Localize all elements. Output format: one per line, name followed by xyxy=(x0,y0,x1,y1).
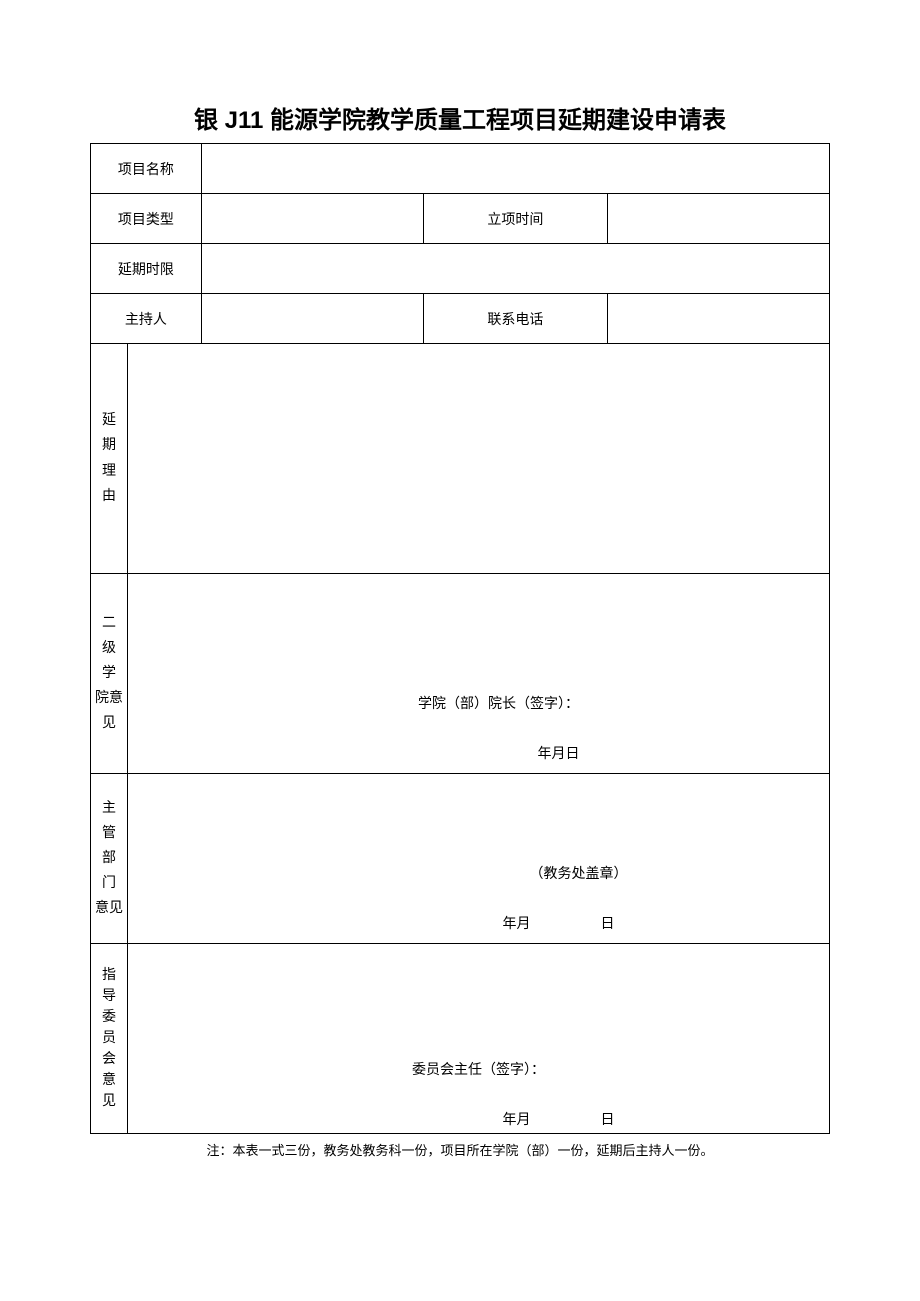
vchar: 管 xyxy=(91,821,127,846)
label-project-type: 项目类型 xyxy=(91,194,202,244)
label-delay-period: 延期时限 xyxy=(91,244,202,294)
dept-sig-block: （教务处盖章） 年月 日 xyxy=(128,863,829,933)
label-contact: 联系电话 xyxy=(423,294,608,344)
vchar: 意 xyxy=(91,1070,127,1091)
value-host[interactable] xyxy=(201,294,423,344)
value-contact[interactable] xyxy=(608,294,830,344)
value-project-name[interactable] xyxy=(201,144,829,194)
label-college-opinion: 二 级 学 院意 见 xyxy=(91,574,128,774)
label-dept-opinion: 主 管 部 门 意见 xyxy=(91,774,128,944)
vchar: 理 xyxy=(91,459,127,484)
vchar: 见 xyxy=(91,1091,127,1112)
value-approval-time[interactable] xyxy=(608,194,830,244)
value-college-opinion[interactable]: 学院（部）院长（签字）： 年月日 xyxy=(127,574,829,774)
row-host: 主持人 联系电话 xyxy=(91,294,830,344)
college-signature-label: 学院（部）院长（签字）： xyxy=(128,693,829,713)
dept-date-ym: 年月 xyxy=(502,917,530,932)
vchar: 员 xyxy=(91,1028,127,1049)
title-suffix: 能源学院教学质量工程项目延期建设申请表 xyxy=(270,108,726,134)
dept-date-d: 日 xyxy=(600,917,614,932)
vchar: 二 xyxy=(91,611,127,636)
label-host: 主持人 xyxy=(91,294,202,344)
vchar: 导 xyxy=(91,986,127,1007)
vchar: 期 xyxy=(91,433,127,458)
committee-date-d: 日 xyxy=(600,1113,614,1128)
dept-stamp-label: （教务处盖章） xyxy=(128,863,829,883)
vchar: 部 xyxy=(91,846,127,871)
vchar: 主 xyxy=(91,796,127,821)
row-project-type: 项目类型 立项时间 xyxy=(91,194,830,244)
label-committee-opinion: 指 导 委 员 会 意 见 xyxy=(91,944,128,1134)
committee-date: 年月 日 xyxy=(128,1109,829,1129)
dept-date: 年月 日 xyxy=(128,913,829,933)
college-sig-block: 学院（部）院长（签字）： 年月日 xyxy=(128,693,829,763)
row-delay-period: 延期时限 xyxy=(91,244,830,294)
vchar: 见 xyxy=(91,711,127,736)
committee-date-ym: 年月 xyxy=(502,1113,530,1128)
value-project-type[interactable] xyxy=(201,194,423,244)
value-delay-reason[interactable] xyxy=(127,344,829,574)
label-project-name: 项目名称 xyxy=(91,144,202,194)
label-delay-reason: 延 期 理 由 xyxy=(91,344,128,574)
vchar: 指 xyxy=(91,965,127,986)
application-table: 项目名称 项目类型 立项时间 延期时限 主持人 联系电话 延 期 理 由 二 级… xyxy=(90,143,830,1134)
college-date: 年月日 xyxy=(128,743,829,763)
title-code: J11 xyxy=(218,107,270,134)
vchar: 由 xyxy=(91,484,127,509)
vchar: 学 xyxy=(91,661,127,686)
footnote: 注：本表一式三份，教务处教务科一份，项目所在学院（部）一份，延期后主持人一份。 xyxy=(90,1140,830,1159)
value-dept-opinion[interactable]: （教务处盖章） 年月 日 xyxy=(127,774,829,944)
row-delay-reason: 延 期 理 由 xyxy=(91,344,830,574)
row-committee-opinion: 指 导 委 员 会 意 见 委员会主任（签字）： 年月 日 xyxy=(91,944,830,1134)
vchar: 会 xyxy=(91,1049,127,1070)
vchar: 门 xyxy=(91,871,127,896)
vchar: 意见 xyxy=(91,896,127,921)
value-delay-period[interactable] xyxy=(201,244,829,294)
row-college-opinion: 二 级 学 院意 见 学院（部）院长（签字）： 年月日 xyxy=(91,574,830,774)
row-project-name: 项目名称 xyxy=(91,144,830,194)
label-approval-time: 立项时间 xyxy=(423,194,608,244)
committee-sig-block: 委员会主任（签字）： 年月 日 xyxy=(128,1059,829,1129)
value-committee-opinion[interactable]: 委员会主任（签字）： 年月 日 xyxy=(127,944,829,1134)
vchar: 级 xyxy=(91,636,127,661)
vchar: 延 xyxy=(91,408,127,433)
committee-signature-label: 委员会主任（签字）： xyxy=(128,1059,829,1079)
vchar: 院意 xyxy=(91,686,127,711)
row-dept-opinion: 主 管 部 门 意见 （教务处盖章） 年月 日 xyxy=(91,774,830,944)
form-title: 银 J11 能源学院教学质量工程项目延期建设申请表 xyxy=(90,100,830,135)
title-prefix: 银 xyxy=(194,108,218,134)
vchar: 委 xyxy=(91,1007,127,1028)
